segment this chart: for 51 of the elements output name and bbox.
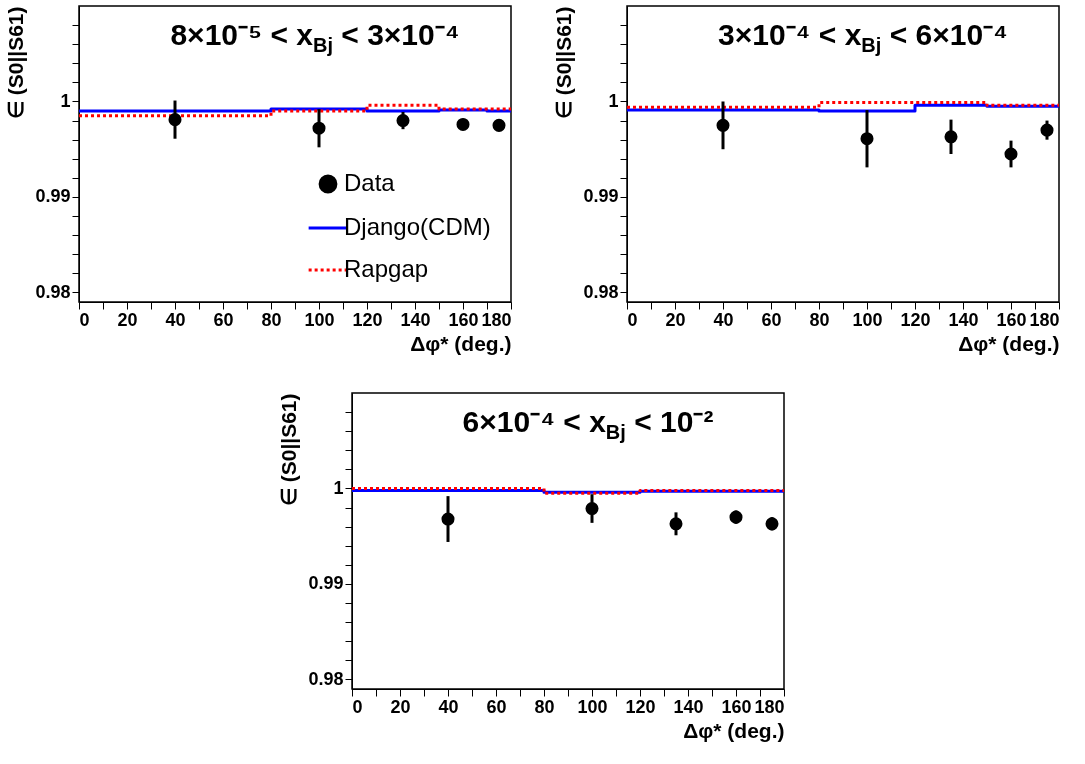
x-tick-label: 120 [352, 309, 383, 330]
x-tick-label: 140 [673, 696, 704, 717]
x-tick-label: 40 [713, 309, 734, 330]
x-tick-label: 40 [165, 309, 186, 330]
y-tick-label: 1 [333, 477, 344, 498]
x-tick-label: 80 [534, 696, 555, 717]
x-tick-label: 0 [627, 309, 638, 330]
x-tick-label: 180 [754, 696, 785, 717]
x-tick-label: 160 [448, 309, 479, 330]
legend-label: Django(CDM) [344, 213, 491, 240]
text: 6×10⁻⁴ < x$_{Bj}$ < 10⁻² [462, 404, 714, 444]
x-tick-label: 160 [996, 309, 1027, 330]
y-tick-label: 0.99 [308, 573, 344, 594]
y-tick-label: 0.98 [308, 668, 344, 689]
x-tick-label: 100 [852, 309, 883, 330]
y-tick-label: 0.99 [583, 186, 619, 207]
y-tick-label: 0.98 [583, 281, 619, 302]
x-tick-label: 20 [117, 309, 138, 330]
y-tick-label: 1 [608, 90, 619, 111]
x-tick-label: 0 [79, 309, 90, 330]
legend-label: Data [344, 169, 396, 196]
x-tick-label: 80 [809, 309, 830, 330]
x-tick-label: 20 [390, 696, 411, 717]
x-axis-title: Δφ* (deg.) [683, 718, 785, 742]
x-tick-label: 100 [577, 696, 608, 717]
y-tick-label: 0.99 [35, 186, 71, 207]
x-tick-label: 180 [1029, 309, 1060, 330]
x-tick-label: 140 [400, 309, 431, 330]
x-tick-label: 20 [665, 309, 686, 330]
x-axis-title: Δφ* (deg.) [410, 331, 512, 355]
text: 3×10⁻⁴ < x$_{Bj}$ < 6×10⁻⁴ [718, 17, 1008, 57]
y-axis-title: ∈ (S0||S61) [277, 393, 301, 507]
y-tick-label: 1 [60, 90, 71, 111]
x-tick-label: 60 [213, 309, 234, 330]
x-tick-label: 60 [486, 696, 507, 717]
y-tick-label: 0.98 [35, 281, 71, 302]
x-axis-title: Δφ* (deg.) [958, 331, 1060, 355]
legend-label: Rapgap [344, 255, 429, 282]
x-tick-label: 120 [900, 309, 931, 330]
text: 8×10⁻⁵ < x$_{Bj}$ < 3×10⁻⁴ [170, 17, 460, 57]
x-tick-label: 80 [261, 309, 282, 330]
x-tick-label: 160 [721, 696, 752, 717]
x-tick-label: 180 [481, 309, 512, 330]
x-tick-label: 60 [761, 309, 782, 330]
x-tick-label: 100 [304, 309, 335, 330]
x-tick-label: 120 [625, 696, 656, 717]
x-tick-label: 140 [948, 309, 979, 330]
y-axis-title: ∈ (S0||S61) [4, 6, 28, 120]
x-tick-label: 0 [352, 696, 363, 717]
y-axis-title: ∈ (S0||S61) [552, 6, 576, 120]
x-tick-label: 40 [438, 696, 459, 717]
